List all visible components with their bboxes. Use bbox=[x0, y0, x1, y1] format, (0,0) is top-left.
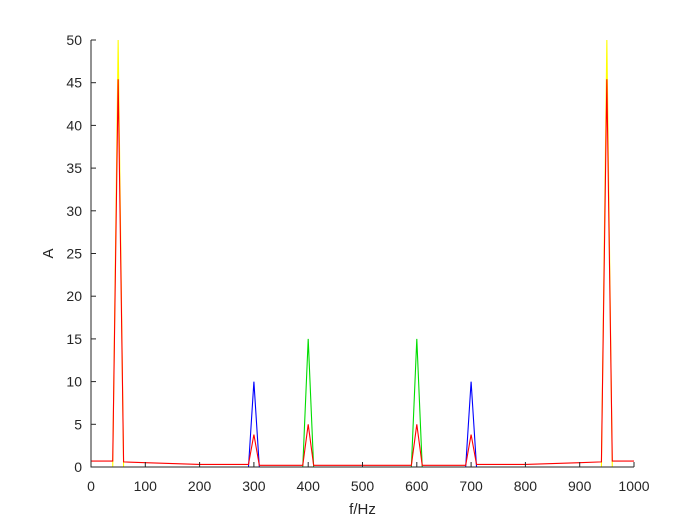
series-line-2 bbox=[91, 381, 634, 468]
series-line-4 bbox=[91, 79, 634, 466]
x-tick-label: 700 bbox=[459, 478, 483, 494]
y-tick-label: 30 bbox=[66, 203, 82, 219]
x-tick-label: 800 bbox=[514, 478, 538, 494]
x-tick-label: 1000 bbox=[618, 478, 649, 494]
y-axis-label: A bbox=[40, 248, 57, 258]
x-tick-label: 600 bbox=[405, 478, 429, 494]
y-tick-label: 50 bbox=[66, 32, 82, 48]
y-tick-label: 15 bbox=[66, 331, 82, 347]
y-tick-label: 35 bbox=[66, 160, 82, 176]
x-tick-label: 300 bbox=[242, 478, 266, 494]
y-tick-label: 25 bbox=[66, 246, 82, 262]
x-axis-label: f/Hz bbox=[349, 501, 376, 518]
y-tick-label: 40 bbox=[66, 117, 82, 133]
y-tick-label: 45 bbox=[66, 75, 82, 91]
ticks-layer: 0 100 200 300 400 500 600 700 800 900 1000 0 5 10 15 20… bbox=[66, 32, 649, 494]
x-tick-label: 0 bbox=[87, 478, 95, 494]
y-tick-label: 0 bbox=[74, 459, 82, 475]
y-tick-label: 10 bbox=[66, 374, 82, 390]
x-tick-label: 200 bbox=[188, 478, 212, 494]
y-tick-label: 5 bbox=[74, 416, 82, 432]
series-line-3 bbox=[91, 338, 634, 468]
x-tick-label: 900 bbox=[568, 478, 592, 494]
x-tick-label: 500 bbox=[351, 478, 375, 494]
series-layer bbox=[91, 39, 634, 468]
x-tick-label: 100 bbox=[134, 478, 158, 494]
y-tick-label: 20 bbox=[66, 288, 82, 304]
series-line-1 bbox=[91, 39, 634, 468]
axes-frame bbox=[90, 40, 634, 468]
x-tick-label: 400 bbox=[297, 478, 321, 494]
